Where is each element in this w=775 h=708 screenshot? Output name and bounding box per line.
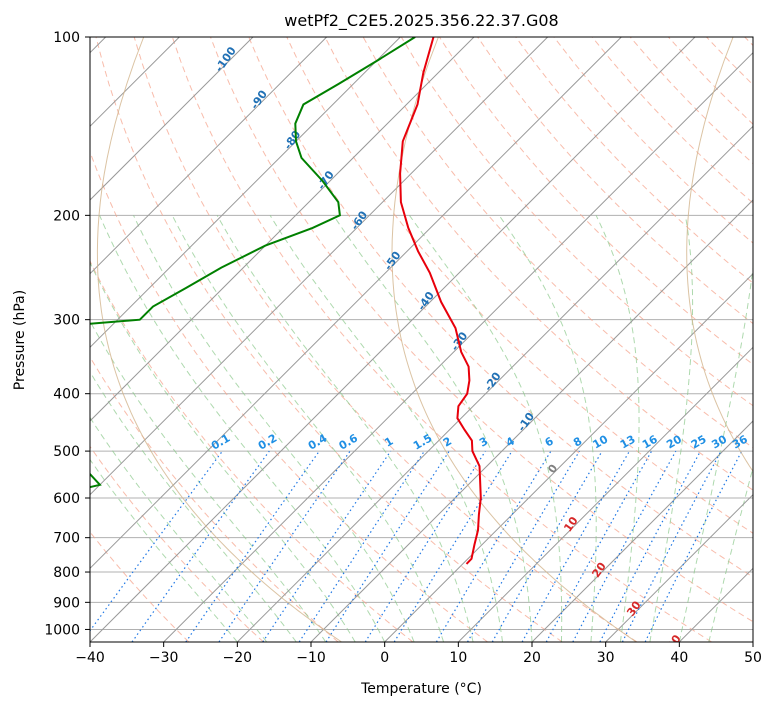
y-tick-label: 100 — [53, 30, 80, 46]
isotherm — [457, 346, 753, 642]
dry-adiabat — [210, 37, 753, 623]
moist-adiabat — [408, 215, 563, 642]
mixing-ratio-lines — [90, 450, 743, 642]
mixing-ratio-line — [572, 450, 677, 642]
x-axis-ticks: −40 −30 −20 −10 0 10 20 30 40 50 — [75, 642, 762, 666]
tan-curve — [96, 37, 342, 642]
x-tick-label: −40 — [75, 650, 105, 666]
dewpoint-profile-line — [90, 37, 416, 489]
x-axis-title: Temperature (°C) — [360, 681, 482, 697]
isotherm — [90, 37, 696, 642]
moist-adiabat — [332, 215, 533, 642]
mixing-ratio-line — [393, 450, 513, 642]
moist-adiabat — [595, 215, 640, 642]
y-tick-label: 300 — [53, 313, 80, 329]
isotherm — [310, 199, 753, 642]
mixing-ratio-line — [325, 450, 450, 642]
moist-adiabat — [90, 261, 356, 642]
moist-adiabat — [171, 215, 445, 642]
mixing-ratio-line — [185, 450, 320, 642]
mixing-ratio-line — [298, 450, 425, 642]
moist-adiabat — [678, 264, 753, 642]
x-tick-label: 20 — [523, 650, 541, 666]
isotherm — [90, 37, 622, 570]
dry-adiabat — [171, 37, 712, 642]
isotherm — [384, 272, 753, 642]
moist-adiabats — [90, 215, 753, 642]
x-tick-label: 10 — [449, 650, 467, 666]
y-axis-ticks: 100 200 300 400 500 600 700 800 900 1000 — [44, 30, 90, 638]
x-tick-label: −20 — [223, 650, 253, 666]
isotherm — [531, 420, 753, 642]
moist-adiabat — [99, 215, 386, 642]
dry-adiabat — [90, 445, 264, 642]
x-tick-label: 50 — [744, 650, 762, 666]
isotherm — [90, 37, 401, 349]
x-tick-label: −30 — [149, 650, 179, 666]
moist-adiabat — [90, 416, 268, 642]
moist-adiabat — [90, 370, 297, 642]
mixing-ratio-line — [466, 450, 580, 642]
y-tick-label: 600 — [53, 491, 80, 507]
y-axis-title: Pressure (hPa) — [12, 290, 28, 390]
moist-adiabat — [269, 215, 503, 642]
plot-area: 0.1 0.2 0.4 0.6 1 1.5 2 3 4 6 8 10 13 16 20 25 30 36-100-… — [90, 37, 753, 652]
isotherm — [236, 125, 753, 642]
y-tick-label: 800 — [53, 565, 80, 581]
dry-adiabat — [515, 37, 753, 284]
isotherm — [605, 493, 753, 642]
isotherm — [90, 37, 254, 201]
moist-adiabat — [649, 215, 694, 642]
x-tick-label: 0 — [380, 650, 389, 666]
dry-adiabat — [133, 37, 638, 642]
dry-adiabat — [324, 37, 753, 491]
temperature-profile-line — [399, 37, 482, 565]
moist-adiabat — [90, 458, 238, 642]
plot-background — [90, 37, 753, 642]
sounding-profiles — [90, 37, 482, 565]
mixing-ratio-line — [364, 450, 486, 642]
dry-adiabat — [248, 37, 753, 578]
y-tick-label: 400 — [53, 387, 80, 403]
mixing-ratio-line — [435, 450, 552, 642]
isotherm — [163, 51, 753, 642]
moist-adiabat — [133, 215, 415, 642]
pressure-gridlines — [90, 37, 753, 630]
plot-frame — [89, 36, 754, 643]
isotherm — [90, 37, 549, 496]
moist-adiabat — [90, 320, 327, 642]
dry-adiabat — [95, 37, 563, 642]
tan-curve — [686, 37, 753, 473]
mixing-ratio-line — [262, 450, 392, 642]
y-tick-label: 700 — [53, 531, 80, 547]
x-tick-label: −10 — [296, 650, 326, 666]
moist-adiabat — [498, 215, 597, 642]
x-tick-label: 30 — [597, 650, 615, 666]
y-tick-label: 500 — [53, 444, 80, 460]
isotherm — [90, 37, 328, 275]
y-tick-label: 900 — [53, 595, 80, 611]
isotherms — [90, 37, 753, 642]
chart-title: wetPf2_C2E5.2025.356.22.37.G08 — [284, 11, 558, 31]
y-tick-label: 200 — [53, 208, 80, 224]
moist-adiabat — [216, 215, 474, 642]
dry-adiabat — [90, 259, 414, 642]
tan-curves — [96, 37, 753, 642]
tan-curve — [391, 37, 637, 642]
mixing-ratio-line — [599, 450, 702, 642]
x-tick-label: 40 — [670, 650, 688, 666]
mixing-ratio-line — [218, 450, 351, 642]
dry-adiabat — [286, 37, 753, 534]
y-tick-label: 1000 — [44, 622, 80, 638]
isotherm — [90, 37, 475, 422]
isotherm-label: 40 — [664, 632, 684, 652]
